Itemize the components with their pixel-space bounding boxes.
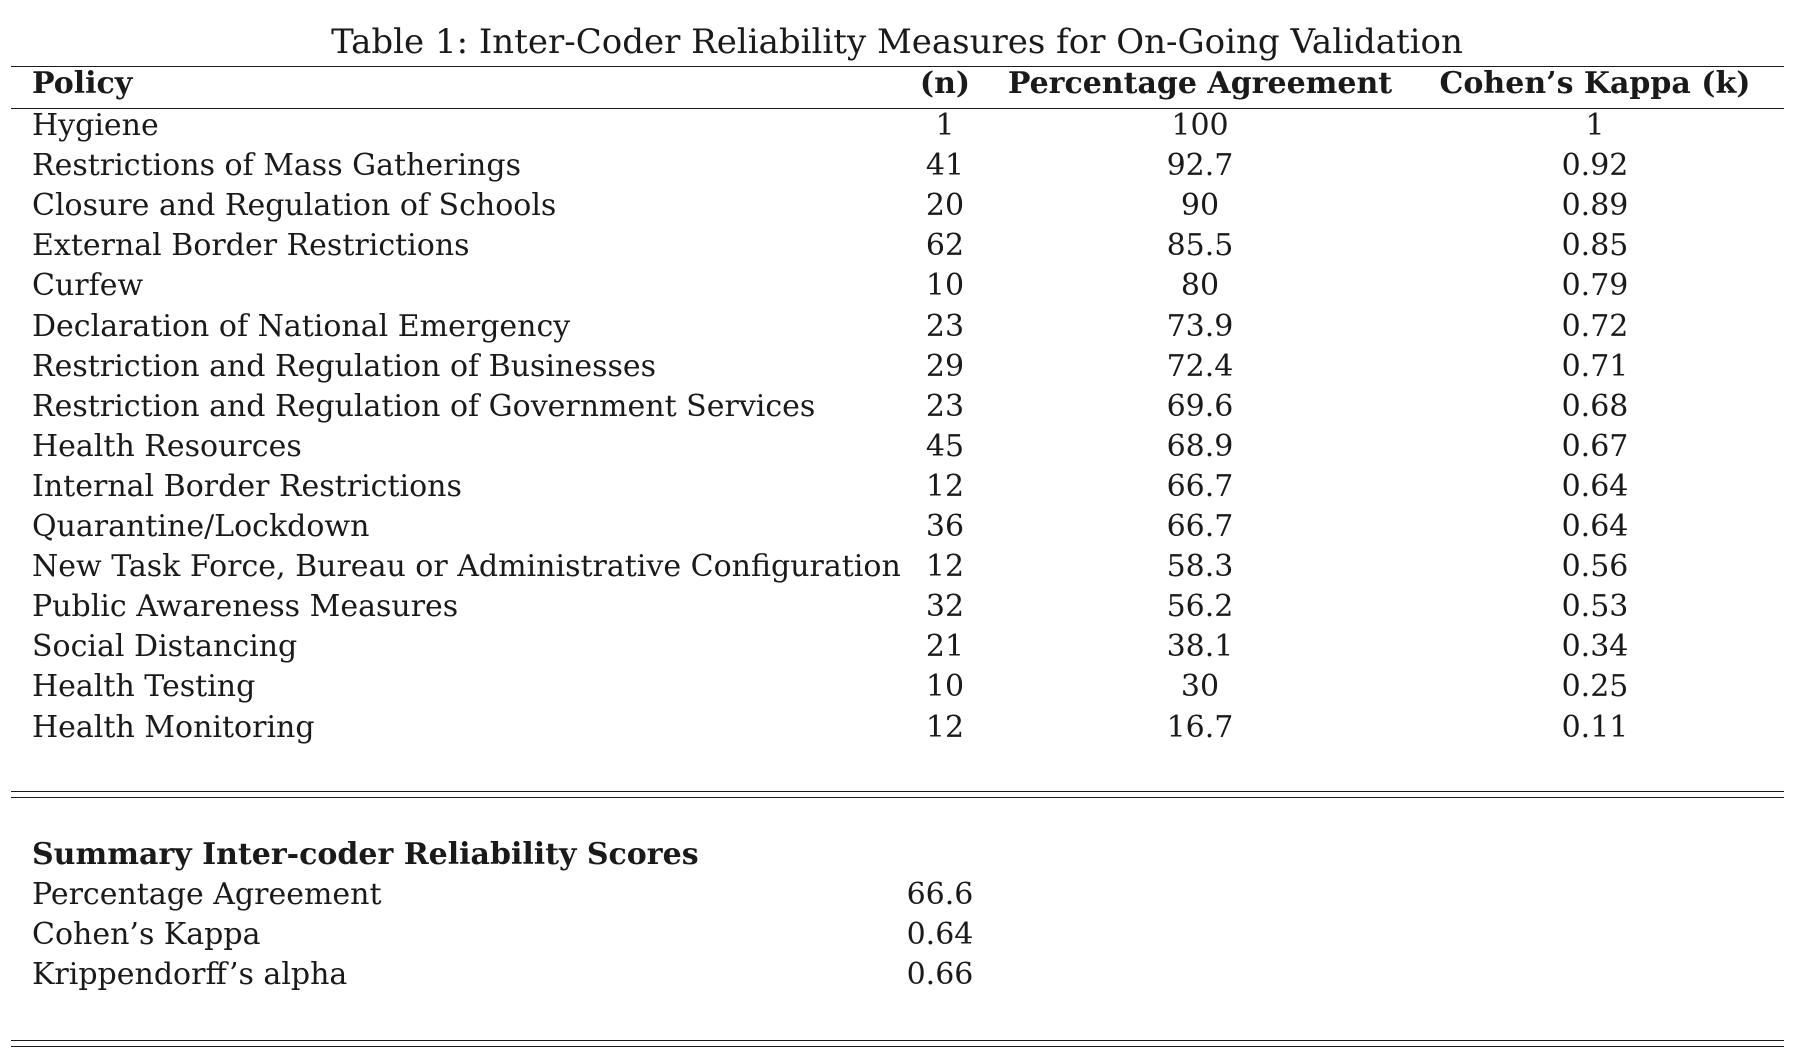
summary-label: Krippendorff’s alpha (32, 957, 348, 992)
table-end-rule-1 (11, 791, 1784, 792)
cohens-kappa-cell: 0.34 (1561, 629, 1629, 664)
n-cell: 20 (925, 188, 965, 223)
n-cell: 29 (925, 349, 965, 384)
summary-label: Percentage Agreement (32, 877, 382, 912)
cohens-kappa-cell: 0.68 (1561, 389, 1629, 424)
policy-cell: Restriction and Regulation of Businesses (32, 349, 657, 384)
n-cell: 32 (925, 589, 965, 624)
percentage-agreement-cell: 72.4 (1166, 349, 1234, 384)
cohens-kappa-cell: 0.85 (1561, 228, 1629, 263)
top-rule (11, 66, 1784, 67)
header-cohens-kappa: Cohen’s Kappa (k) (1439, 66, 1751, 101)
cohens-kappa-cell: 1 (1585, 108, 1605, 143)
cohens-kappa-cell: 0.79 (1561, 268, 1629, 303)
policy-cell: Internal Border Restrictions (32, 469, 462, 504)
n-cell: 10 (925, 669, 965, 704)
summary-label: Cohen’s Kappa (32, 917, 261, 952)
percentage-agreement-cell: 56.2 (1166, 589, 1234, 624)
cohens-kappa-cell: 0.64 (1561, 509, 1629, 544)
header-policy: Policy (32, 66, 133, 101)
cohens-kappa-cell: 0.53 (1561, 589, 1629, 624)
n-cell: 10 (925, 268, 965, 303)
cohens-kappa-cell: 0.72 (1561, 309, 1629, 344)
n-cell: 23 (925, 389, 965, 424)
percentage-agreement-cell: 68.9 (1166, 429, 1234, 464)
n-cell: 21 (925, 629, 965, 664)
cohens-kappa-cell: 0.89 (1561, 188, 1629, 223)
percentage-agreement-cell: 38.1 (1166, 629, 1234, 664)
policy-cell: New Task Force, Bureau or Administrative… (32, 549, 901, 584)
summary-heading: Summary Inter-coder Reliability Scores (32, 837, 699, 872)
percentage-agreement-cell: 90 (1180, 188, 1220, 223)
header-percentage-agreement: Percentage Agreement (1007, 66, 1393, 101)
bottom-rule-2 (11, 1046, 1784, 1047)
table-end-rule-2 (11, 797, 1784, 798)
policy-cell: Quarantine/Lockdown (32, 509, 370, 544)
policy-cell: Hygiene (32, 108, 159, 143)
policy-cell: Restriction and Regulation of Government… (32, 389, 816, 424)
policy-cell: Public Awareness Measures (32, 589, 459, 624)
policy-cell: Health Testing (32, 669, 256, 704)
percentage-agreement-cell: 92.7 (1166, 148, 1234, 183)
cohens-kappa-cell: 0.67 (1561, 429, 1629, 464)
cohens-kappa-cell: 0.56 (1561, 549, 1629, 584)
percentage-agreement-cell: 69.6 (1166, 389, 1234, 424)
summary-value: 0.64 (906, 917, 974, 952)
header-n: (n) (919, 66, 971, 101)
n-cell: 62 (925, 228, 965, 263)
header-rule (11, 108, 1784, 109)
percentage-agreement-cell: 66.7 (1166, 469, 1234, 504)
bottom-rule-1 (11, 1040, 1784, 1041)
policy-cell: Closure and Regulation of Schools (32, 188, 557, 223)
percentage-agreement-cell: 58.3 (1166, 549, 1234, 584)
policy-cell: Health Monitoring (32, 710, 315, 745)
n-cell: 23 (925, 309, 965, 344)
percentage-agreement-cell: 73.9 (1166, 309, 1234, 344)
n-cell: 12 (925, 710, 965, 745)
percentage-agreement-cell: 100 (1171, 108, 1229, 143)
percentage-agreement-cell: 85.5 (1166, 228, 1234, 263)
n-cell: 12 (925, 549, 965, 584)
policy-cell: Restrictions of Mass Gatherings (32, 148, 521, 183)
policy-cell: External Border Restrictions (32, 228, 470, 263)
n-cell: 1 (935, 108, 955, 143)
summary-value: 66.6 (906, 877, 974, 912)
n-cell: 41 (925, 148, 965, 183)
cohens-kappa-cell: 0.11 (1561, 710, 1629, 745)
n-cell: 12 (925, 469, 965, 504)
percentage-agreement-cell: 16.7 (1166, 710, 1234, 745)
n-cell: 45 (925, 429, 965, 464)
cohens-kappa-cell: 0.92 (1561, 148, 1629, 183)
policy-cell: Health Resources (32, 429, 302, 464)
policy-cell: Social Distancing (32, 629, 298, 664)
percentage-agreement-cell: 66.7 (1166, 509, 1234, 544)
policy-cell: Declaration of National Emergency (32, 309, 571, 344)
cohens-kappa-cell: 0.71 (1561, 349, 1629, 384)
table-caption: Table 1: Inter-Coder Reliability Measure… (331, 22, 1463, 62)
summary-value: 0.66 (906, 957, 974, 992)
percentage-agreement-cell: 30 (1180, 669, 1220, 704)
n-cell: 36 (925, 509, 965, 544)
cohens-kappa-cell: 0.64 (1561, 469, 1629, 504)
cohens-kappa-cell: 0.25 (1561, 669, 1629, 704)
percentage-agreement-cell: 80 (1180, 268, 1220, 303)
policy-cell: Curfew (32, 268, 144, 303)
